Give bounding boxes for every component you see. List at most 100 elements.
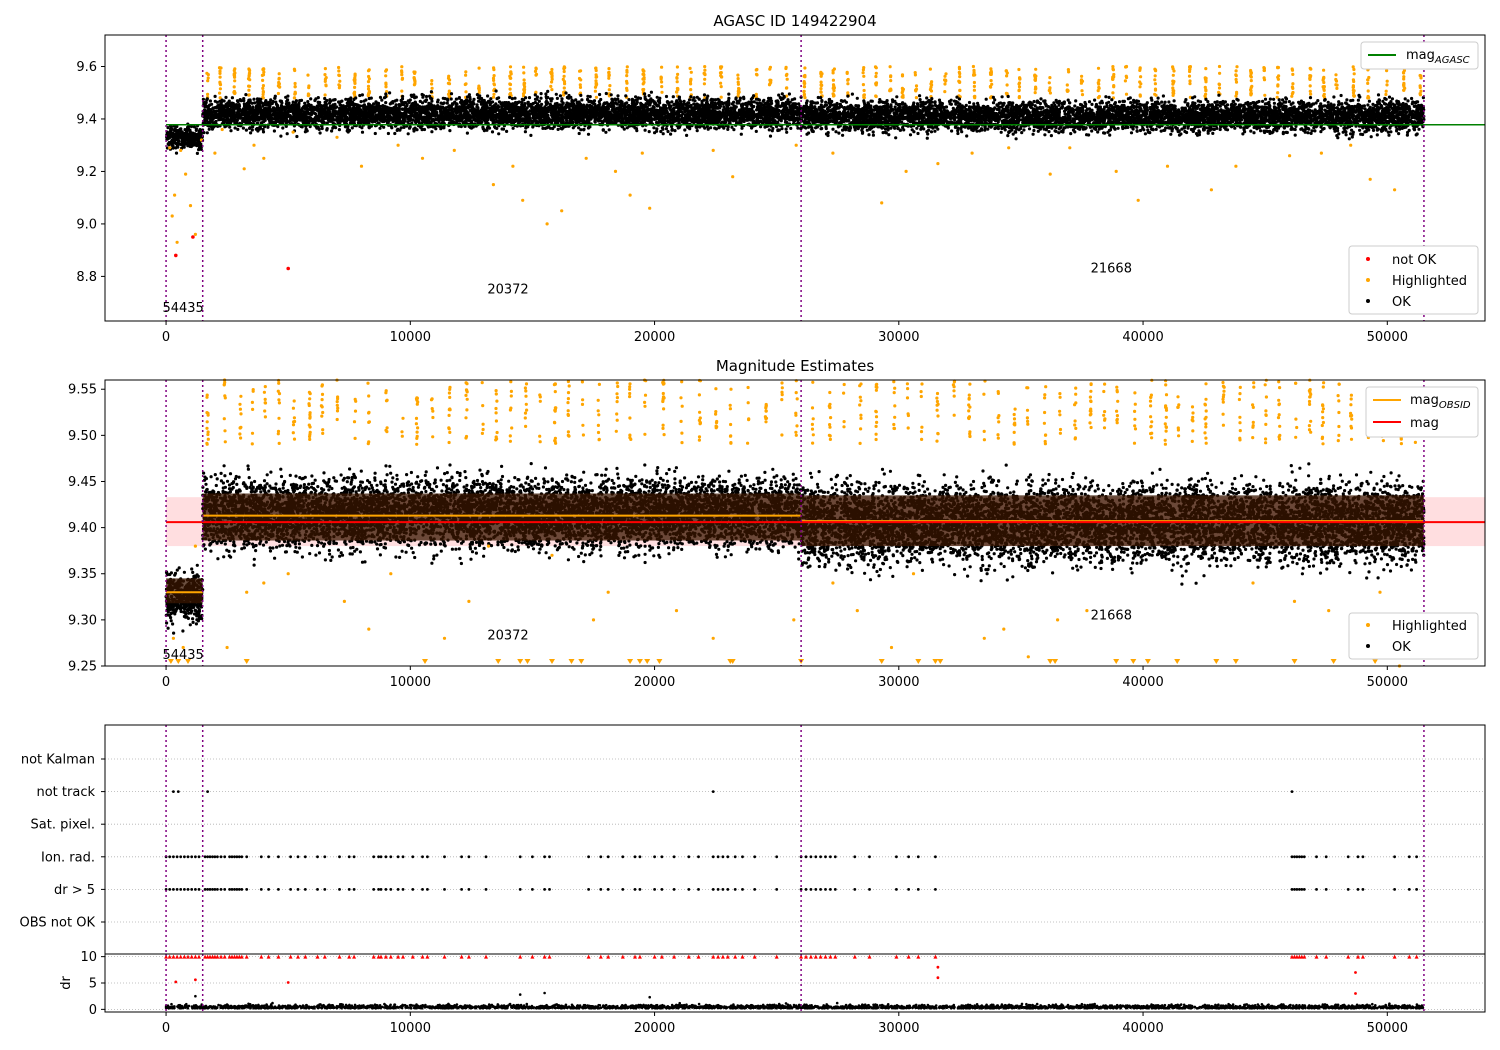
highlighted-point <box>1034 74 1038 78</box>
ok-point <box>661 132 665 136</box>
highlighted-point <box>802 92 807 96</box>
highlighted-point <box>218 75 222 79</box>
ok-point <box>539 96 543 100</box>
ok-point <box>182 145 186 149</box>
highlighted-point <box>384 68 389 72</box>
highlighted-point <box>1047 88 1051 93</box>
ok-point <box>205 97 209 101</box>
highlighted-point <box>448 78 452 82</box>
highlighted-point <box>1172 89 1176 93</box>
ok-point <box>555 96 560 100</box>
ok-point <box>475 93 479 97</box>
highlighted-point <box>261 86 265 90</box>
highlighted-point <box>1187 74 1192 78</box>
ok-point <box>234 103 238 107</box>
highlighted-point <box>1111 75 1115 79</box>
highlighted-point <box>1047 81 1051 85</box>
ok-point <box>441 96 445 100</box>
ok-point <box>359 100 363 104</box>
highlighted-point <box>803 66 807 70</box>
highlighted-point <box>607 70 611 74</box>
highlighted-point <box>1097 82 1101 86</box>
highlighted-point <box>1419 89 1423 93</box>
highlighted-point <box>1111 65 1115 69</box>
ok-point <box>175 130 180 134</box>
highlighted-point <box>719 65 723 69</box>
highlighted-point <box>1366 95 1370 99</box>
highlighted-point <box>385 90 389 94</box>
highlighted-point <box>338 79 342 83</box>
ok-point <box>352 97 356 102</box>
highlighted-point <box>607 74 611 78</box>
highlighted-point <box>323 93 327 97</box>
highlighted-point <box>689 77 693 81</box>
ok-point <box>309 97 313 101</box>
highlighted-point <box>928 87 933 92</box>
ok-point <box>634 95 638 99</box>
highlighted-point <box>914 96 919 100</box>
ok-point <box>286 98 290 102</box>
highlighted-point <box>324 84 328 88</box>
ok-point <box>671 95 675 99</box>
ok-point <box>191 136 195 141</box>
highlighted-point <box>522 90 527 95</box>
highlighted-point <box>819 87 823 91</box>
highlighted-point <box>1204 67 1208 71</box>
ok-point <box>185 137 189 141</box>
highlighted-point <box>563 82 567 86</box>
highlighted-point <box>477 66 481 70</box>
highlighted-point <box>1402 75 1406 79</box>
highlighted-point <box>262 70 266 74</box>
highlighted-point <box>719 95 723 99</box>
highlighted-point <box>1017 67 1021 72</box>
highlighted-point <box>862 88 866 93</box>
ok-point <box>318 131 322 135</box>
highlighted-point <box>642 80 646 84</box>
highlighted-point <box>247 84 251 88</box>
highlighted-point <box>874 81 879 85</box>
highlighted-point <box>1418 92 1422 96</box>
highlighted-point <box>277 82 281 86</box>
highlighted-point <box>1218 71 1222 75</box>
ok-point <box>582 127 586 131</box>
ok-point <box>616 94 620 98</box>
highlighted-point <box>989 71 994 75</box>
highlighted-point <box>1138 85 1142 89</box>
ok-point <box>643 128 647 132</box>
ok-point <box>180 138 184 142</box>
ok-point <box>607 128 611 132</box>
highlighted-point <box>1250 84 1254 88</box>
ok-point <box>173 128 177 132</box>
highlighted-point <box>1334 83 1338 87</box>
highlighted-point <box>958 72 962 76</box>
ok-point <box>602 109 606 113</box>
highlighted-point <box>1291 72 1295 76</box>
highlighted-point <box>338 84 342 88</box>
ok-point <box>489 97 493 101</box>
ok-point <box>420 92 424 97</box>
ok-point <box>673 129 677 133</box>
highlighted-point <box>1188 79 1192 83</box>
highlighted-point <box>384 81 388 85</box>
ok-point <box>174 151 179 155</box>
highlighted-point <box>277 77 281 81</box>
highlighted-point <box>491 95 496 99</box>
highlighted-point <box>642 73 646 77</box>
highlighted-point <box>1048 91 1052 95</box>
highlighted-point <box>846 82 850 86</box>
highlighted-point <box>464 90 468 94</box>
highlighted-point <box>550 80 554 84</box>
highlighted-point <box>1217 64 1222 69</box>
highlighted-point <box>846 91 850 95</box>
ok-point <box>424 94 429 99</box>
highlighted-point <box>353 85 357 89</box>
highlighted-point <box>1351 65 1355 69</box>
ok-point <box>789 126 793 130</box>
ok-point <box>742 117 746 121</box>
highlighted-point <box>642 77 646 81</box>
ok-point <box>677 97 681 101</box>
ok-point <box>386 131 390 136</box>
ok-point <box>360 126 364 130</box>
highlighted-point <box>562 69 566 74</box>
ok-point <box>786 98 790 102</box>
